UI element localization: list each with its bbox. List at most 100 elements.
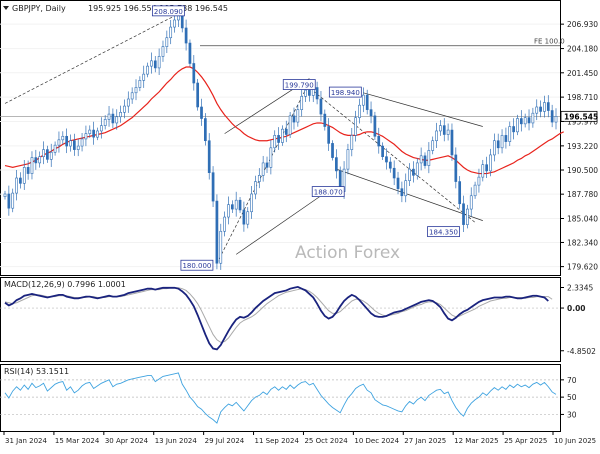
- candle-body: [211, 172, 215, 202]
- macd-tick-label: 0.00: [567, 304, 586, 313]
- candle-body: [492, 140, 496, 156]
- candle-body: [15, 177, 18, 194]
- candle-body: [427, 150, 431, 166]
- candle-body: [142, 73, 146, 81]
- candle-body: [73, 140, 76, 150]
- candle-body: [508, 126, 512, 142]
- candle-body: [365, 94, 369, 110]
- candle-body: [57, 139, 61, 146]
- date-axis: 31 Jan 2024 15 Mar 2024 30 Apr 2024 13 Jun …: [3, 431, 596, 445]
- candle-body: [446, 129, 450, 135]
- candle-body: [153, 60, 157, 69]
- candle-body: [277, 135, 280, 143]
- price-axis: 206.930 204.180 201.450 198.710 195.970 193.2…: [560, 20, 598, 272]
- date-tick-label: 25 Apr 2025: [504, 437, 547, 445]
- candle-body: [481, 164, 485, 178]
- candle-body: [431, 140, 435, 151]
- candle-body: [53, 144, 57, 153]
- candle-body: [435, 130, 438, 142]
- macd-label: MACD(12,26,9) 0.7996 1.0001: [4, 280, 126, 289]
- candle-body: [22, 167, 26, 184]
- price-annotation-box: [328, 86, 362, 98]
- price-tick-label: 193.220: [567, 142, 598, 151]
- candle-body: [477, 176, 481, 186]
- candle-body: [273, 135, 277, 149]
- symbol-title-arrow-icon: [3, 6, 9, 10]
- candle-body: [323, 113, 327, 127]
- price-tick-label: 187.780: [567, 190, 598, 199]
- candle-body: [385, 156, 388, 163]
- symbol-title: GBPJPY, Daily: [12, 4, 66, 13]
- candle-body: [150, 60, 153, 67]
- date-tick-label: 25 Oct 2024: [304, 437, 348, 445]
- candle-body: [111, 113, 115, 124]
- candle-body: [546, 102, 550, 111]
- price-annotation-box: [180, 259, 214, 271]
- candle-body: [315, 87, 319, 100]
- candle-body: [227, 204, 230, 218]
- candle-body: [3, 193, 7, 197]
- date-tick-label: 12 Mar 2025: [454, 437, 498, 445]
- candle-body: [531, 112, 535, 124]
- candle-body: [458, 181, 462, 205]
- candle-body: [354, 117, 357, 136]
- price-annotation-box: [427, 226, 460, 238]
- candle-body: [535, 106, 539, 114]
- candle-body: [138, 80, 142, 88]
- candle-body: [473, 184, 477, 197]
- date-tick-label: 29 Jul 2024: [205, 437, 245, 445]
- candle-body: [173, 19, 176, 28]
- candle-body: [265, 162, 269, 168]
- candle-body: [38, 156, 42, 164]
- macd-tick-label: -4.8502: [567, 347, 596, 356]
- candle-body: [504, 135, 508, 142]
- candle-body: [308, 89, 311, 96]
- candle-body: [34, 157, 38, 164]
- candle-body: [119, 112, 122, 118]
- price-tick-label: 185.040: [567, 214, 598, 223]
- date-tick-label: 15 Mar 2024: [55, 437, 100, 445]
- candle-body: [196, 82, 200, 108]
- candle-body: [257, 175, 261, 182]
- candle-body: [238, 199, 242, 211]
- candle-body: [539, 106, 542, 112]
- candle-body: [61, 135, 65, 141]
- candle-body: [84, 133, 88, 140]
- candle-body: [246, 211, 250, 225]
- candle-body: [454, 154, 458, 182]
- candle-body: [123, 105, 126, 113]
- rsi-line: [4, 372, 557, 424]
- candle-body: [512, 126, 515, 133]
- price-annotation-label: 184.350: [429, 229, 458, 237]
- price-annotation-label: 199.790: [285, 82, 314, 90]
- price-tick-label: 204.180: [567, 45, 598, 54]
- candle-body: [543, 102, 546, 112]
- candle-body: [242, 209, 246, 225]
- candle-body: [250, 193, 253, 213]
- trendline-dotted-rise: [4, 13, 179, 104]
- rsi-panel: RSI(14) 53.1511: [0, 364, 561, 432]
- candle-body: [404, 180, 408, 197]
- price-tick-label: 201.450: [567, 69, 598, 78]
- candle-body: [381, 145, 384, 157]
- candle-body: [115, 116, 119, 124]
- rsi-label: RSI(14) 53.1511: [4, 367, 69, 376]
- candle-body: [157, 56, 161, 69]
- candle-body: [11, 192, 15, 209]
- price-annotation-label: 188.070: [314, 189, 343, 197]
- price-tick-label: 195.970: [567, 117, 598, 126]
- channel-lower-rise: [235, 195, 322, 255]
- candle-body: [462, 203, 465, 225]
- candle-body: [335, 157, 338, 172]
- candle-body: [134, 87, 138, 94]
- date-tick-label: 27 Jan 2025: [404, 437, 446, 445]
- candle-body: [466, 208, 469, 225]
- candle-body: [130, 92, 134, 100]
- candle-body: [192, 63, 196, 84]
- candle-body: [346, 149, 350, 170]
- candle-body: [500, 135, 504, 149]
- price-annotation-label: 180.000: [182, 262, 211, 270]
- rsi-tick-label: 50: [567, 393, 577, 402]
- candle-body: [46, 149, 49, 160]
